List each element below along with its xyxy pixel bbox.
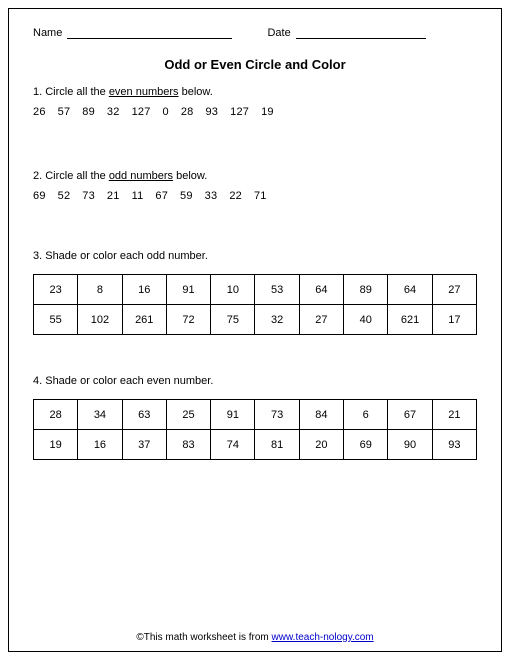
- number-item: 73: [82, 190, 95, 202]
- q3-text: 3. Shade or color each odd number.: [33, 250, 477, 262]
- table-cell: 37: [122, 430, 166, 460]
- worksheet-page: Name Date Odd or Even Circle and Color 1…: [8, 8, 502, 652]
- q2-text: 2. Circle all the odd numbers below.: [33, 170, 477, 182]
- name-blank[interactable]: [67, 38, 232, 39]
- number-item: 11: [132, 190, 144, 202]
- q1-suffix: below.: [179, 86, 213, 98]
- table-cell: 74: [211, 430, 255, 460]
- date-label: Date: [267, 27, 290, 39]
- number-item: 0: [163, 106, 169, 118]
- table-row: 2834632591738466721: [34, 400, 477, 430]
- footer-prefix: ©This math worksheet is from: [136, 632, 271, 643]
- q2-underline: odd numbers: [109, 170, 173, 182]
- table-row: 19163783748120699093: [34, 430, 477, 460]
- q3-table: 2381691105364896427551022617275322740621…: [33, 274, 477, 335]
- table-cell: 32: [255, 305, 299, 335]
- number-item: 93: [205, 106, 218, 118]
- table-row: 55102261727532274062117: [34, 305, 477, 335]
- table-cell: 25: [166, 400, 210, 430]
- table-cell: 89: [344, 275, 388, 305]
- table-cell: 40: [344, 305, 388, 335]
- number-item: 71: [254, 190, 267, 202]
- number-item: 22: [229, 190, 242, 202]
- table-cell: 69: [344, 430, 388, 460]
- q1-text: 1. Circle all the even numbers below.: [33, 86, 477, 98]
- number-item: 52: [58, 190, 71, 202]
- q4-table: 283463259173846672119163783748120699093: [33, 399, 477, 460]
- table-cell: 73: [255, 400, 299, 430]
- number-item: 67: [155, 190, 168, 202]
- table-cell: 16: [78, 430, 122, 460]
- table-cell: 28: [34, 400, 78, 430]
- table-row: 2381691105364896427: [34, 275, 477, 305]
- footer: ©This math worksheet is from www.teach-n…: [9, 632, 501, 643]
- table-cell: 27: [432, 275, 476, 305]
- worksheet-title: Odd or Even Circle and Color: [33, 57, 477, 72]
- table-cell: 23: [34, 275, 78, 305]
- q4-text: 4. Shade or color each even number.: [33, 375, 477, 387]
- number-item: 33: [205, 190, 218, 202]
- date-blank[interactable]: [296, 38, 426, 39]
- number-item: 127: [230, 106, 249, 118]
- table-cell: 34: [78, 400, 122, 430]
- q2-suffix: below.: [173, 170, 207, 182]
- q1-prefix: 1. Circle all the: [33, 86, 109, 98]
- table-cell: 91: [211, 400, 255, 430]
- table-cell: 17: [432, 305, 476, 335]
- table-cell: 55: [34, 305, 78, 335]
- header-line: Name Date: [33, 27, 477, 39]
- question-3: 3. Shade or color each odd number. 23816…: [33, 250, 477, 335]
- table-cell: 20: [299, 430, 343, 460]
- number-item: 89: [82, 106, 95, 118]
- number-item: 127: [132, 106, 151, 118]
- number-item: 28: [181, 106, 194, 118]
- number-item: 57: [58, 106, 71, 118]
- name-label: Name: [33, 27, 62, 39]
- table-cell: 8: [78, 275, 122, 305]
- table-cell: 91: [166, 275, 210, 305]
- number-item: 21: [107, 190, 120, 202]
- table-cell: 84: [299, 400, 343, 430]
- table-cell: 83: [166, 430, 210, 460]
- number-item: 19: [261, 106, 274, 118]
- table-cell: 102: [78, 305, 122, 335]
- number-item: 59: [180, 190, 193, 202]
- question-4: 4. Shade or color each even number. 2834…: [33, 375, 477, 460]
- question-1: 1. Circle all the even numbers below. 26…: [33, 86, 477, 118]
- table-cell: 93: [432, 430, 476, 460]
- table-cell: 63: [122, 400, 166, 430]
- table-cell: 10: [211, 275, 255, 305]
- number-item: 26: [33, 106, 46, 118]
- table-cell: 64: [299, 275, 343, 305]
- q1-numbers: 26 57 89 32 127 0 28 93 127 19: [33, 106, 477, 118]
- table-cell: 81: [255, 430, 299, 460]
- table-cell: 19: [34, 430, 78, 460]
- number-item: 32: [107, 106, 120, 118]
- q1-underline: even numbers: [109, 86, 179, 98]
- table-cell: 6: [344, 400, 388, 430]
- q2-numbers: 69 52 73 21 11 67 59 33 22 71: [33, 190, 477, 202]
- number-item: 69: [33, 190, 46, 202]
- question-2: 2. Circle all the odd numbers below. 69 5…: [33, 170, 477, 202]
- table-cell: 16: [122, 275, 166, 305]
- table-cell: 621: [388, 305, 432, 335]
- footer-link[interactable]: www.teach-nology.com: [272, 632, 374, 643]
- q2-prefix: 2. Circle all the: [33, 170, 109, 182]
- table-cell: 53: [255, 275, 299, 305]
- table-cell: 21: [432, 400, 476, 430]
- table-cell: 261: [122, 305, 166, 335]
- table-cell: 72: [166, 305, 210, 335]
- table-cell: 64: [388, 275, 432, 305]
- table-cell: 67: [388, 400, 432, 430]
- table-cell: 75: [211, 305, 255, 335]
- table-cell: 90: [388, 430, 432, 460]
- table-cell: 27: [299, 305, 343, 335]
